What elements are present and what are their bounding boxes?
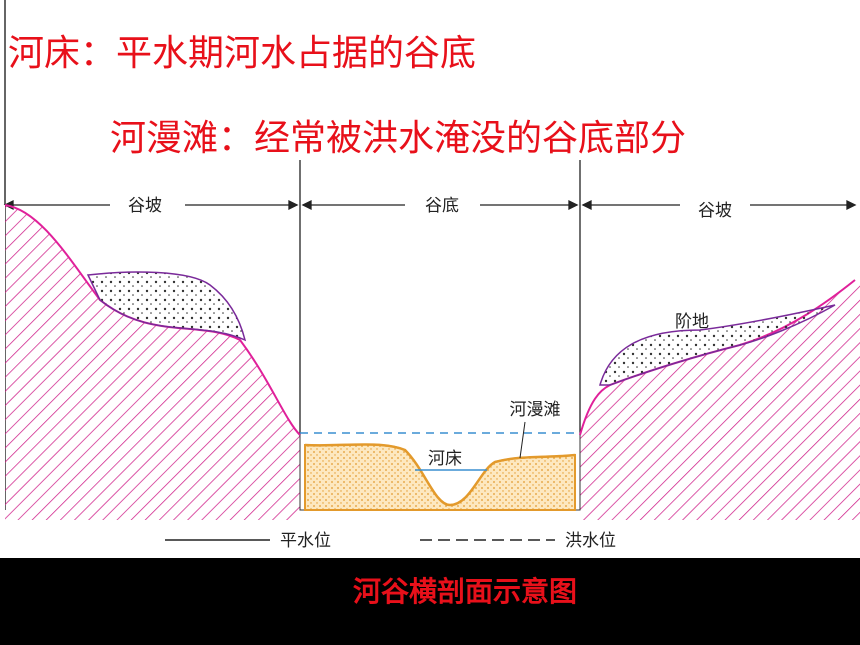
section-label: 谷底 [425, 196, 459, 216]
legend-label: 平水位 [280, 531, 331, 551]
terrace-label: 阶地 [675, 312, 709, 332]
right-terrace [599, 304, 836, 386]
definition: 河漫滩：经常被洪水淹没的谷底部分 [110, 118, 686, 159]
caption: 河谷横剖面示意图 [353, 575, 577, 608]
section-label: 谷坡 [698, 201, 732, 221]
caption-band [0, 558, 860, 645]
section-label: 谷坡 [128, 196, 162, 216]
left-terrace [86, 271, 247, 342]
riverbed-label: 河床 [428, 449, 462, 469]
definition: 河床：平水期河水占据的谷底 [8, 33, 476, 74]
floodplain-label: 河漫滩 [510, 400, 561, 420]
legend-label: 洪水位 [565, 531, 616, 551]
left-slope-hatch [5, 205, 300, 520]
right-slope-hatch [580, 280, 860, 520]
dimension-lines [3, 160, 857, 435]
